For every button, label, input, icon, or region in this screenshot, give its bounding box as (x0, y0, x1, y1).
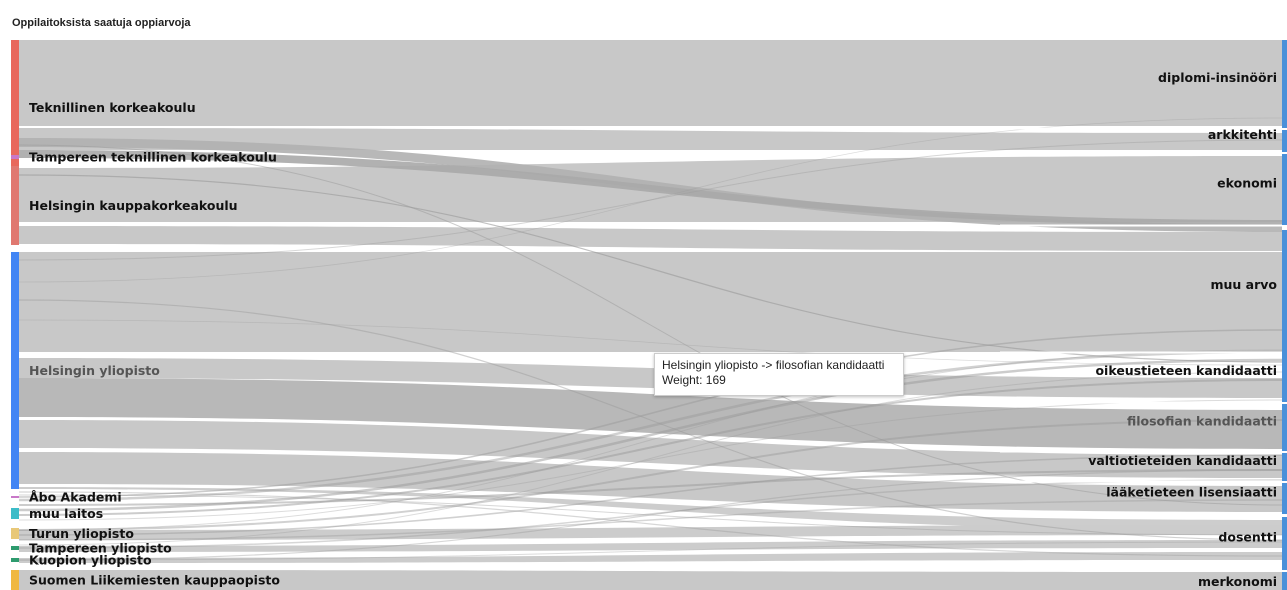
source-node-label: Helsingin yliopisto (29, 363, 160, 378)
source-node[interactable] (11, 508, 19, 519)
sankey-link[interactable] (19, 552, 1282, 563)
chart-title: Oppilaitoksista saatuja oppiarvoja (12, 17, 191, 29)
link-tooltip: Helsingin yliopisto -> filosofian kandid… (654, 353, 904, 396)
sankey-link[interactable] (18, 469, 1283, 561)
source-node[interactable] (11, 528, 19, 539)
sankey-link[interactable] (18, 491, 1283, 557)
source-node-label: Helsingin kauppakorkeakoulu (29, 198, 238, 213)
sankey-link[interactable] (18, 144, 1283, 506)
target-node[interactable] (1282, 404, 1287, 451)
sankey-link[interactable] (18, 358, 1283, 512)
target-node-label: ekonomi (1217, 176, 1277, 191)
tooltip-weight: Weight: 169 (662, 373, 726, 387)
sankey-link[interactable] (19, 358, 1282, 398)
source-node-label: Åbo Akademi (29, 490, 122, 505)
sankey-link[interactable] (18, 329, 1283, 498)
sankey-link[interactable] (18, 494, 1283, 536)
target-node[interactable] (1282, 453, 1287, 481)
target-node[interactable] (1282, 230, 1287, 352)
source-node-label: Kuopion yliopisto (29, 553, 152, 568)
sankey-link[interactable] (19, 128, 1282, 150)
sankey-link[interactable] (18, 479, 1283, 549)
sankey-link[interactable] (18, 379, 1283, 516)
source-node-label: Tampereen yliopisto (29, 541, 172, 556)
sankey-link[interactable] (18, 349, 1283, 531)
target-node[interactable] (1282, 352, 1287, 402)
target-node-label: muu arvo (1210, 277, 1277, 292)
source-node-label: Teknillinen korkeakoulu (29, 100, 196, 115)
target-node-label: dosentti (1218, 530, 1277, 545)
source-node[interactable] (11, 155, 19, 159)
sankey-link[interactable] (19, 452, 1282, 512)
sankey-link[interactable] (18, 469, 1283, 506)
target-node-label: valtiotieteiden kandidaatti (1088, 453, 1277, 468)
sankey-link[interactable] (18, 350, 1283, 502)
source-node[interactable] (11, 252, 19, 489)
tooltip-link-label: Helsingin yliopisto -> filosofian kandid… (662, 358, 885, 372)
target-node-label: lääketieteen lisensiaatti (1106, 485, 1277, 500)
sankey-link[interactable] (19, 40, 1282, 126)
sankey-link[interactable] (18, 139, 1283, 261)
sankey-link[interactable] (19, 150, 1282, 226)
target-node[interactable] (1282, 154, 1287, 225)
sankey-link[interactable] (19, 540, 1282, 552)
sankey-link[interactable] (18, 399, 1283, 521)
chart-title-bar: Oppilaitoksista saatuja oppiarvoja (0, 0, 1287, 36)
target-node[interactable] (1282, 130, 1287, 152)
target-node-label: filosofian kandidaatti (1127, 414, 1277, 429)
sankey-link[interactable] (18, 299, 1283, 541)
target-node-label: diplomi-insinööri (1158, 70, 1277, 85)
target-node-label: arkkitehti (1208, 127, 1277, 142)
sankey-link[interactable] (18, 371, 1283, 546)
source-node-label: Suomen Liikemiesten kauppaopisto (29, 573, 280, 588)
sankey-link[interactable] (19, 525, 1282, 540)
source-node[interactable] (11, 496, 19, 498)
target-node[interactable] (1282, 40, 1287, 128)
sankey-link[interactable] (18, 319, 1283, 366)
sankey-link[interactable] (19, 487, 1282, 530)
sankey-link[interactable] (19, 570, 1282, 590)
source-node[interactable] (11, 570, 19, 590)
source-node-label: Turun yliopisto (29, 526, 134, 541)
target-node[interactable] (1282, 483, 1287, 514)
sankey-link[interactable] (18, 541, 1283, 561)
source-node-label: Tampereen teknillinen korkeakoulu (29, 150, 277, 165)
sankey-link[interactable] (19, 252, 1282, 352)
sankey-link[interactable] (19, 420, 1282, 478)
sankey-link[interactable] (18, 419, 1283, 531)
source-node[interactable] (11, 558, 19, 562)
sankey-link[interactable] (18, 454, 1283, 536)
sankey-link[interactable] (18, 499, 1283, 541)
sankey-link[interactable] (18, 174, 1283, 363)
target-node[interactable] (1282, 517, 1287, 570)
sankey-link[interactable] (19, 226, 1282, 251)
source-node-label: muu laitos (29, 506, 103, 521)
source-node[interactable] (11, 40, 19, 175)
target-node[interactable] (1282, 572, 1287, 590)
target-node-label: merkonomi (1198, 574, 1277, 589)
target-node-label: oikeustieteen kandidaatti (1095, 363, 1277, 378)
source-node[interactable] (11, 546, 19, 550)
source-node[interactable] (11, 166, 19, 245)
